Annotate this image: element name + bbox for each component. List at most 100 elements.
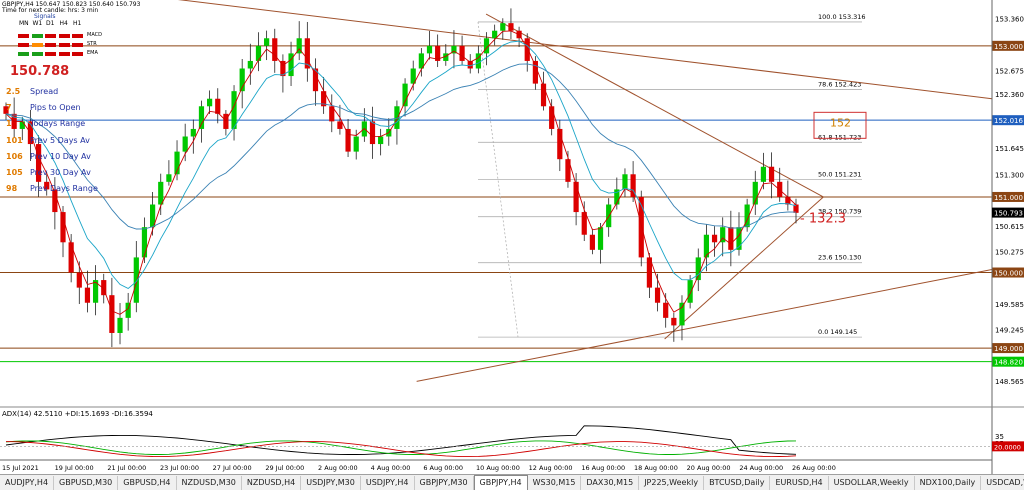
- candle-body: [76, 272, 82, 288]
- adx-label: ADX(14) 42.5110 +DI:15.1693 -DI:16.3594: [2, 410, 153, 418]
- candle-body: [207, 98, 213, 107]
- stat-row: 7 Pips to Open: [6, 100, 98, 116]
- symbol-tab[interactable]: GBPUSD,H4: [118, 475, 177, 490]
- stat-value: 105: [6, 168, 23, 178]
- signal-cell: [58, 43, 70, 47]
- x-tick-label: 19 Jul 00:00: [55, 464, 94, 472]
- candle-body: [329, 106, 335, 122]
- symbol-tab[interactable]: DAX30,M15: [581, 475, 640, 490]
- candle-body: [149, 204, 156, 228]
- candle-body: [84, 287, 91, 303]
- candle-body: [768, 166, 775, 182]
- price-chart[interactable]: 153.000 152.016 151.000 150.000 149.000 148.8…: [0, 0, 1024, 474]
- stat-row: 101 Prev 5 Days Av: [6, 133, 98, 149]
- symbol-tab[interactable]: WS30,M15: [528, 475, 582, 490]
- candle-body: [630, 174, 636, 197]
- candle-body: [451, 45, 457, 54]
- symbol-tab[interactable]: GBPUSD,M30: [54, 475, 119, 490]
- candle-body: [353, 136, 359, 152]
- candle-body: [369, 121, 376, 145]
- candle-body: [166, 174, 172, 182]
- adx-tick-label: 35: [995, 433, 1004, 441]
- symbol-tab[interactable]: AUDJPY,H4: [0, 475, 55, 490]
- stat-value: 2.5: [6, 87, 21, 96]
- symbol-tab[interactable]: USDOLLAR,Weekly: [829, 475, 915, 490]
- candle-body: [44, 181, 50, 190]
- target-box: [813, 111, 867, 139]
- x-tick-label: 4 Aug 00:00: [371, 464, 411, 472]
- candle-body: [280, 60, 286, 77]
- signal-timeframe-label: H4: [59, 20, 68, 27]
- symbol-title: GBPJPY,H4 150.647 150.823 150.640 150.79…: [2, 1, 141, 8]
- symbol-tab[interactable]: USDJPY,M30: [301, 475, 361, 490]
- symbol-tab[interactable]: BTCUSD,Daily: [704, 475, 771, 490]
- fib-label: 0.0 149.145: [818, 328, 857, 336]
- x-tick-label: 20 Aug 00:00: [687, 464, 731, 472]
- symbol-tab[interactable]: NDX100,Daily: [915, 475, 982, 490]
- candle-body: [410, 68, 416, 84]
- y-tick-label: 149.585: [995, 301, 1024, 309]
- candle-body: [52, 189, 58, 213]
- trendline: [416, 269, 993, 382]
- symbol-tab-bar: AUDJPY,H4 GBPUSD,M30 GBPUSD,H4 NZDUSD,M30 NZ…: [0, 474, 1024, 490]
- candle-body: [296, 38, 302, 54]
- candle-body: [418, 53, 424, 69]
- x-tick-label: 2 Aug 00:00: [318, 464, 358, 472]
- candle-body: [573, 181, 579, 213]
- signal-cell: [18, 52, 29, 56]
- candle-body: [247, 60, 253, 69]
- signal-cell: [31, 52, 43, 56]
- symbol-tab[interactable]: JP225,Weekly: [639, 475, 705, 490]
- candle-body: [288, 53, 294, 77]
- candle-body: [475, 53, 481, 69]
- candle-body: [190, 128, 196, 137]
- candle-body: [394, 106, 400, 129]
- fib-anchor-line: [477, 21, 519, 338]
- candle-body: [109, 295, 115, 333]
- candle-body: [133, 257, 139, 303]
- candle-body: [671, 317, 677, 326]
- symbol-tab[interactable]: USDCAD,We...: [981, 476, 1024, 490]
- fib-label: 61.8 151.723: [818, 133, 861, 141]
- signal-cell: [18, 34, 29, 38]
- candle-body: [459, 45, 465, 61]
- y-tick-label: 151.300: [995, 171, 1024, 179]
- ma-fast-line: [5, 30, 797, 315]
- candle-body: [483, 38, 490, 54]
- stat-label: Prev 30 Day Av: [30, 168, 91, 178]
- symbol-tab[interactable]: GBPJPY,H4: [473, 475, 528, 490]
- x-tick-label: 6 Aug 00:00: [423, 464, 463, 472]
- candle-body: [19, 121, 25, 129]
- symbol-tab[interactable]: NZDUSD,H4: [242, 475, 302, 490]
- candle-body: [524, 38, 530, 61]
- candle-body: [744, 204, 750, 228]
- symbol-tab[interactable]: GBPJPY,M30: [415, 475, 474, 490]
- candle-body: [695, 257, 701, 281]
- candle-body: [614, 189, 620, 205]
- candle-body: [304, 38, 310, 69]
- x-tick-label: 24 Aug 00:00: [739, 464, 783, 472]
- trendline: [485, 13, 824, 198]
- stat-value: 7: [6, 103, 12, 113]
- candle-body: [117, 317, 123, 333]
- symbol-tab[interactable]: USDJPY,H4: [361, 475, 415, 490]
- candle-body: [435, 45, 441, 61]
- candle-body: [703, 234, 710, 258]
- candle-body: [728, 227, 734, 250]
- plus-di-line: [5, 440, 797, 455]
- candle-body: [654, 287, 661, 303]
- fib-label: 23.6 150.130: [818, 254, 861, 262]
- adx-line: [5, 425, 797, 455]
- level-tag: [992, 356, 1024, 367]
- symbol-tab[interactable]: EURUSD,H4: [770, 475, 829, 490]
- symbol-tab[interactable]: NZDUSD,M30: [177, 475, 242, 490]
- stat-label: Todays Range: [30, 119, 86, 129]
- candle-body: [264, 38, 270, 46]
- fib-label: 50.0 151.231: [818, 170, 861, 178]
- candle-body: [549, 106, 555, 129]
- candle-body: [492, 30, 498, 39]
- candle-body: [378, 136, 384, 145]
- x-tick-label: 10 Aug 00:00: [476, 464, 520, 472]
- x-tick-label: 27 Jul 00:00: [213, 464, 252, 472]
